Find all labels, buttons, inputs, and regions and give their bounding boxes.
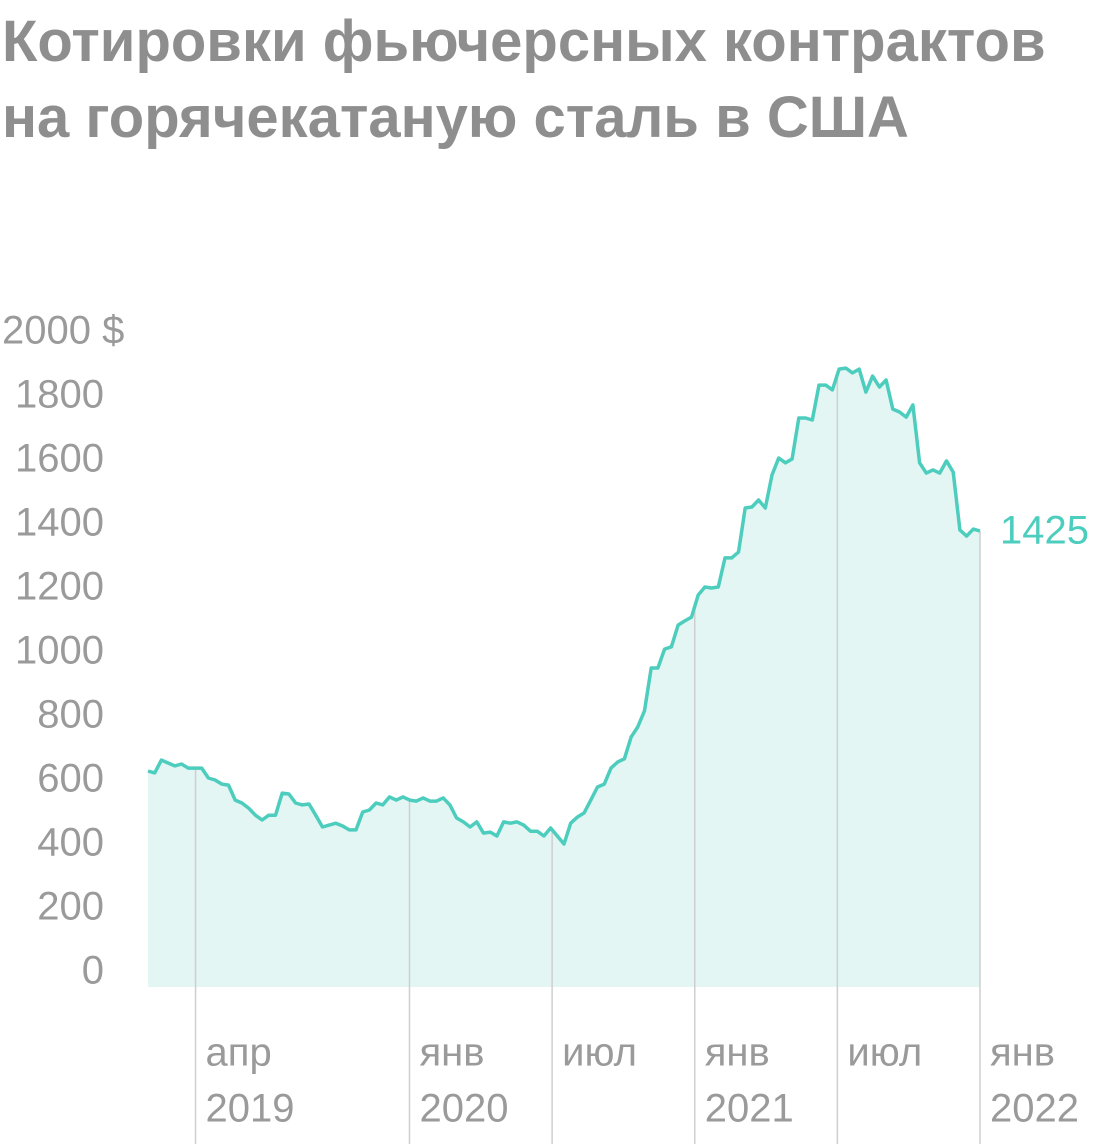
- x-tick-label: янв: [419, 1031, 484, 1075]
- y-tick-label: 1800: [15, 373, 104, 417]
- y-tick-label: 1000: [15, 629, 104, 673]
- y-tick-label: 0: [82, 949, 104, 993]
- y-tick-label: 1600: [15, 437, 104, 481]
- y-tick-label: 2000 $: [2, 309, 124, 353]
- y-tick-label: 400: [37, 821, 104, 865]
- y-tick-label: 800: [37, 693, 104, 737]
- x-tick-label: 2022: [990, 1087, 1079, 1131]
- y-tick-label: 600: [37, 757, 104, 801]
- x-tick-label: 2020: [419, 1087, 508, 1131]
- area: [148, 368, 980, 988]
- y-tick-label: 1400: [15, 501, 104, 545]
- x-tick-label: июл: [562, 1031, 637, 1075]
- x-tick-label: апр: [206, 1031, 272, 1075]
- x-tick-label: 2021: [705, 1087, 794, 1131]
- line: [147, 366, 981, 846]
- x-tick-label: янв: [705, 1031, 770, 1075]
- y-tick-label: 1200: [15, 565, 104, 609]
- x-tick-label: янв: [990, 1031, 1055, 1075]
- y-tick-label: 200: [37, 885, 104, 929]
- end-value-label: 1425: [1000, 509, 1089, 553]
- x-tick-label: 2019: [206, 1087, 295, 1131]
- x-tick-label: июл: [847, 1031, 922, 1075]
- chart-title: Котировки фьючерсных контрактов на горяч…: [2, 9, 1046, 150]
